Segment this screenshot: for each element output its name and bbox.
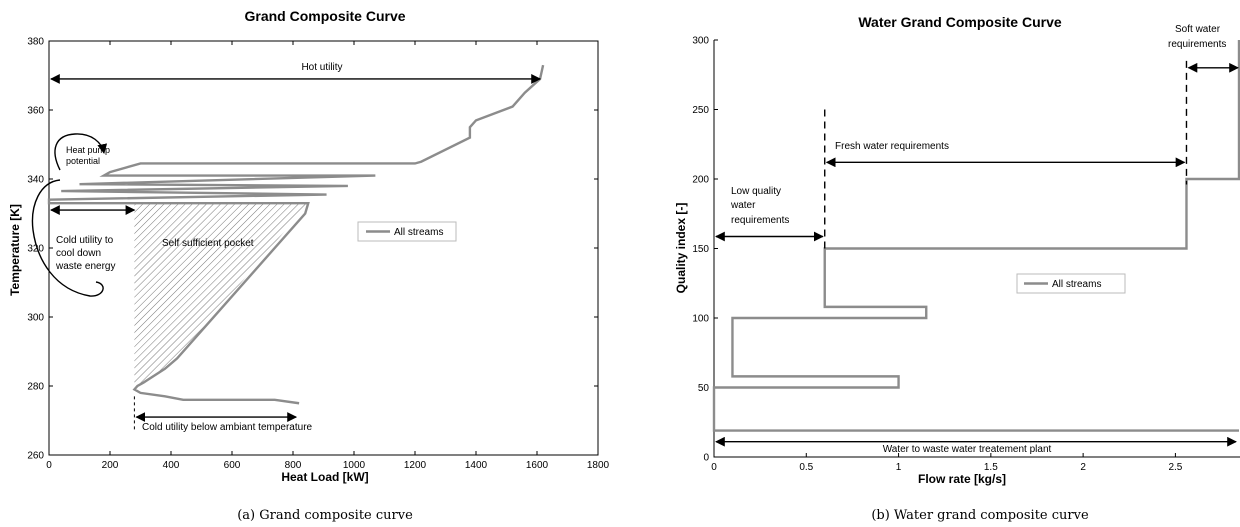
chart-b-x-tick-label: 0: [711, 462, 717, 473]
chart-b-y-tick-label: 0: [703, 453, 709, 464]
annotation-self-sufficient-pocket: Self sufficient pocket: [162, 238, 254, 249]
annotation-waste-water: Water to waste water treatement plant: [883, 444, 1052, 455]
chart-a-x-tick-label: 0: [46, 460, 52, 471]
annotation-cold-waste-line-3: waste energy: [55, 261, 115, 272]
chart-b-y-tick-label: 250: [692, 105, 709, 116]
chart-b-y-axis-title: Quality index [-]: [674, 203, 688, 294]
chart-a-x-tick-label: 1600: [526, 460, 549, 471]
chart-a-y-tick-label: 320: [27, 244, 44, 255]
chart-a-y-tick-label: 380: [27, 37, 44, 48]
chart-b-x-tick-label: 1: [896, 462, 902, 473]
chart-grand-composite: 0 200 400 600 800 1000 1200 1400 1600 1800 260 280…: [8, 8, 610, 523]
chart-b-legend-label: All streams: [1052, 279, 1101, 290]
chart-a-y-tick-label: 300: [27, 313, 44, 324]
chart-a-legend: All streams: [357, 221, 457, 242]
self-sufficient-pocket-area: [134, 203, 309, 390]
chart-b-x-tick-label: 0.5: [799, 462, 813, 473]
annotation-heat-pump-line-2: potential: [66, 156, 100, 166]
chart-a-y-tick-label: 340: [27, 175, 44, 186]
annotation-low-quality-line-3: requirements: [731, 215, 789, 226]
chart-a-y-axis-title: Temperature [K]: [8, 204, 22, 296]
annotation-heat-pump-line-1: Heat pump: [66, 145, 110, 155]
chart-a-x-tick-label: 200: [102, 460, 119, 471]
chart-a-y-tick-label: 260: [27, 451, 44, 462]
chart-b-x-ticks: 0 0.5 1 1.5 2 2.5: [711, 453, 1183, 473]
cold-utility-curved-line: [31, 179, 104, 297]
chart-b-y-tick-label: 300: [692, 36, 709, 47]
chart-b-y-ticks: 0 50 100 150 200 250 300: [692, 36, 718, 464]
annotation-cold-waste-line-1: Cold utility to: [56, 235, 114, 246]
chart-a-series-group: [47, 64, 545, 405]
chart-a-y-tick-label: 280: [27, 382, 44, 393]
annotation-soft-water-line-2: requirements: [1168, 39, 1226, 50]
series-all-streams: [47, 64, 545, 405]
annotation-low-quality-line-2: water: [730, 200, 756, 211]
chart-b-x-tick-label: 2.5: [1168, 462, 1182, 473]
chart-b-legend: All streams: [1016, 273, 1126, 294]
chart-a-title: Grand Composite Curve: [244, 8, 405, 24]
self-sufficient-pocket-hatch: [134, 203, 309, 390]
chart-a-x-tick-label: 400: [163, 460, 180, 471]
chart-b-y-tick-label: 200: [692, 175, 709, 186]
caption-a: (a) Grand composite curve: [237, 508, 413, 523]
chart-a-x-tick-label: 1400: [465, 460, 488, 471]
annotation-soft-water-line-1: Soft water: [1175, 24, 1221, 35]
chart-b-x-axis-title: Flow rate [kg/s]: [918, 472, 1006, 486]
chart-b-series-group: [712, 40, 1240, 432]
series-all-streams: [712, 40, 1240, 432]
chart-water-grand-composite: 0 0.5 1 1.5 2 2.5 0 50 100 150 200 250 300 Water Gr…: [674, 14, 1240, 523]
chart-b-x-tick-label: 2: [1080, 462, 1086, 473]
annotation-hot-utility: Hot utility: [301, 62, 342, 73]
chart-a-x-tick-label: 1800: [587, 460, 610, 471]
chart-a-y-tick-label: 360: [27, 106, 44, 117]
chart-b-title: Water Grand Composite Curve: [858, 14, 1062, 30]
chart-b-annotations: [715, 60, 1239, 447]
chart-b-x-tick-label: 1.5: [984, 462, 998, 473]
chart-a-x-tick-label: 800: [285, 460, 302, 471]
chart-a-x-tick-label: 1000: [343, 460, 366, 471]
heat-pump-curved-arrow: [54, 133, 108, 171]
chart-b-y-tick-label: 150: [692, 244, 709, 255]
chart-a-x-ticks: 0 200 400 600 800 1000 1200 1400 1600 1800: [46, 41, 610, 471]
annotation-fresh-water: Fresh water requirements: [835, 141, 949, 152]
annotation-low-quality-line-1: Low quality: [731, 186, 781, 197]
annotation-cold-waste-line-2: cool down: [56, 248, 101, 259]
caption-b: (b) Water grand composite curve: [871, 508, 1089, 523]
chart-a-legend-label: All streams: [394, 227, 443, 238]
chart-b-y-tick-label: 50: [698, 383, 710, 394]
chart-a-x-axis-title: Heat Load [kW]: [281, 470, 368, 484]
chart-a-y-ticks: 260 280 300 320 340 360 380: [27, 37, 598, 462]
annotation-cold-below-ambient: Cold utility below ambiant temperature: [142, 422, 313, 433]
chart-a-x-tick-label: 1200: [404, 460, 427, 471]
chart-a-x-tick-label: 600: [224, 460, 241, 471]
chart-b-y-tick-label: 100: [692, 314, 709, 325]
chart-a-annotations: [31, 74, 542, 431]
